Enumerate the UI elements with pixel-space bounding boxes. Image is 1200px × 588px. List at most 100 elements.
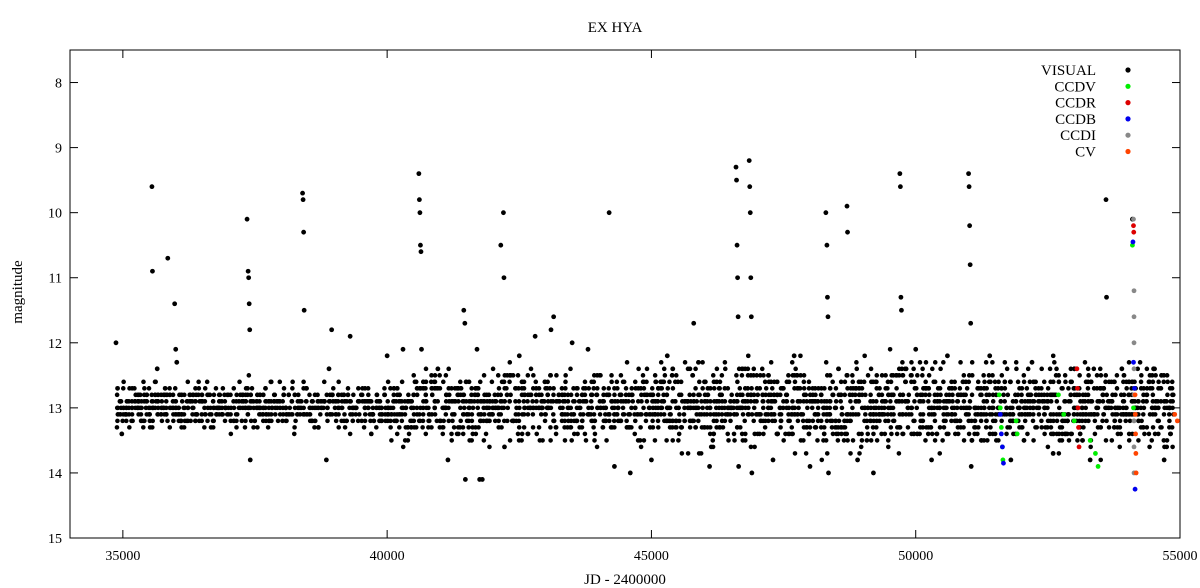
visual-point xyxy=(1033,379,1038,385)
visual-point xyxy=(801,373,807,378)
x-axis-title: JD - 2400000 xyxy=(584,572,666,588)
visual-point xyxy=(432,412,438,417)
visual-point xyxy=(984,386,989,391)
visual-point xyxy=(269,418,274,424)
visual-point xyxy=(397,425,402,430)
visual-point xyxy=(469,392,474,398)
visual-point xyxy=(591,425,596,430)
visual-point xyxy=(768,379,774,385)
x-axis: 35000 40000 45000 50000 55000 xyxy=(105,50,1198,564)
visual-point xyxy=(867,418,873,424)
visual-point xyxy=(900,431,905,437)
visual-point xyxy=(429,392,435,398)
visual-point xyxy=(958,392,963,398)
visual-point xyxy=(611,418,617,424)
visual-point xyxy=(475,405,481,411)
visual-point xyxy=(347,431,353,437)
visual-point xyxy=(1068,431,1074,437)
visual-point xyxy=(955,399,961,404)
visual-point xyxy=(650,418,655,424)
visual-point xyxy=(342,412,347,417)
visual-point xyxy=(796,405,801,411)
visual-point xyxy=(458,418,464,424)
visual-point xyxy=(969,438,975,443)
visual-point xyxy=(127,425,132,430)
visual-point xyxy=(1094,405,1099,411)
visual-point xyxy=(528,366,534,372)
visual-point xyxy=(786,431,791,437)
visual-point xyxy=(150,268,155,274)
visual-point xyxy=(257,399,262,404)
visual-point xyxy=(886,444,891,450)
ccdv-point xyxy=(1014,431,1020,437)
visual-point xyxy=(423,399,429,404)
visual-point xyxy=(757,431,762,437)
visual-point xyxy=(281,392,286,398)
legend-marker-ccdr xyxy=(1125,100,1131,106)
ccdv-point xyxy=(1013,418,1019,424)
visual-point xyxy=(536,425,542,430)
visual-point xyxy=(830,431,836,437)
visual-point xyxy=(199,392,205,398)
visual-point xyxy=(874,438,880,443)
visual-point xyxy=(1036,412,1042,417)
visual-point xyxy=(603,405,609,411)
visual-point xyxy=(248,392,254,398)
visual-point xyxy=(174,359,180,365)
visual-point xyxy=(714,379,719,385)
ccdr-point xyxy=(1075,385,1080,391)
visual-point xyxy=(239,418,245,424)
visual-point xyxy=(1103,379,1108,385)
visual-point xyxy=(803,451,809,456)
visual-point xyxy=(321,399,327,404)
ccdb-point xyxy=(997,411,1003,417)
legend-marker-ccdv xyxy=(1125,83,1131,89)
visual-point xyxy=(582,431,588,437)
visual-point xyxy=(451,425,457,430)
visual-point xyxy=(612,464,617,469)
visual-point xyxy=(550,412,556,417)
visual-point xyxy=(833,399,839,404)
visual-point xyxy=(149,392,155,398)
legend-label-ccdv: CCDV xyxy=(1054,79,1096,95)
visual-point xyxy=(774,431,780,437)
visual-point xyxy=(382,386,387,391)
visual-point xyxy=(847,418,853,424)
visual-point xyxy=(446,418,452,424)
visual-point xyxy=(983,360,989,365)
visual-point xyxy=(726,438,731,443)
visual-point xyxy=(198,399,204,404)
visual-point xyxy=(982,379,987,385)
cv-point xyxy=(1133,470,1139,476)
visual-point xyxy=(958,360,963,365)
visual-point xyxy=(525,431,531,437)
visual-point xyxy=(937,386,943,391)
visual-point xyxy=(382,392,387,398)
visual-point xyxy=(213,386,219,391)
visual-point xyxy=(909,405,915,411)
visual-point xyxy=(655,399,661,404)
visual-point xyxy=(896,425,902,430)
visual-point xyxy=(798,353,803,359)
visual-point xyxy=(1156,431,1161,437)
visual-point xyxy=(356,386,361,391)
visual-point xyxy=(983,425,989,430)
y-tick-label: 11 xyxy=(49,272,62,287)
visual-point xyxy=(138,392,143,398)
visual-point xyxy=(629,386,635,391)
visual-point xyxy=(199,412,205,417)
visual-point xyxy=(643,418,649,424)
visual-point xyxy=(263,386,268,391)
visual-point xyxy=(574,418,579,424)
visual-point xyxy=(1167,418,1172,424)
visual-point xyxy=(731,405,736,411)
visual-point xyxy=(486,405,492,411)
visual-point xyxy=(292,392,298,398)
cv-point xyxy=(1132,392,1138,398)
visual-point xyxy=(432,405,438,411)
visual-point xyxy=(972,405,977,411)
visual-point xyxy=(192,399,198,404)
visual-point xyxy=(708,399,713,404)
visual-point xyxy=(806,379,812,385)
visual-point xyxy=(662,373,668,378)
